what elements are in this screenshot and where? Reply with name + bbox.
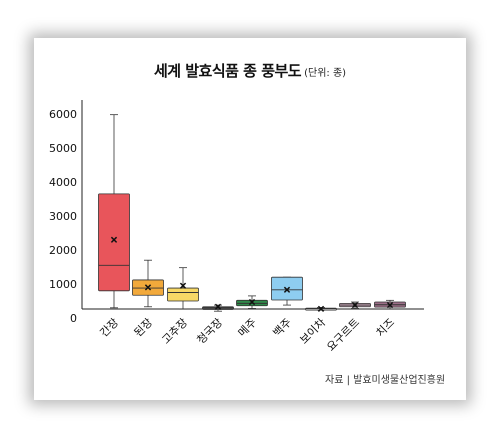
x-tick-label: 간장 xyxy=(98,316,122,340)
x-tick-label: 보이차 xyxy=(297,316,328,347)
y-tick-label: 2000 xyxy=(49,244,77,257)
chart-unit: (단위: 종) xyxy=(304,68,347,79)
x-tick-label: 메주 xyxy=(236,316,260,340)
mean-marker xyxy=(317,305,325,312)
x-tick-label: 치즈 xyxy=(374,316,398,340)
mean-marker xyxy=(110,236,118,243)
x-tick-label: 된장 xyxy=(132,316,156,340)
y-tick-label: 0 xyxy=(70,312,77,325)
source-note: 자료 | 발효미생물산업진흥원 xyxy=(325,375,446,386)
mean-marker xyxy=(283,286,291,293)
mean-marker xyxy=(386,301,394,309)
chart-title: 세계 발효식품 종 풍부도 (단위: 종) xyxy=(0,60,500,81)
x-tick-label: 요구르트 xyxy=(324,316,362,354)
box-간장 xyxy=(98,193,130,292)
y-tick-label: 1000 xyxy=(49,278,77,291)
mean-marker xyxy=(351,301,359,309)
y-tick-label: 3000 xyxy=(49,210,77,223)
chart-title-text: 세계 발효식품 종 풍부도 xyxy=(153,62,302,80)
x-tick-label: 고추장 xyxy=(159,316,190,347)
x-tick-label: 청국장 xyxy=(194,316,225,347)
mean-marker xyxy=(214,303,222,310)
mean-marker xyxy=(179,282,187,289)
x-tick-label: 백주 xyxy=(271,316,295,340)
box-백주 xyxy=(271,276,303,301)
y-tick-label: 5000 xyxy=(49,142,77,155)
box-고추장 xyxy=(167,287,199,302)
y-tick-label: 6000 xyxy=(49,108,77,121)
mean-marker xyxy=(248,298,256,306)
y-tick-label: 4000 xyxy=(49,176,77,189)
mean-marker xyxy=(144,284,152,291)
